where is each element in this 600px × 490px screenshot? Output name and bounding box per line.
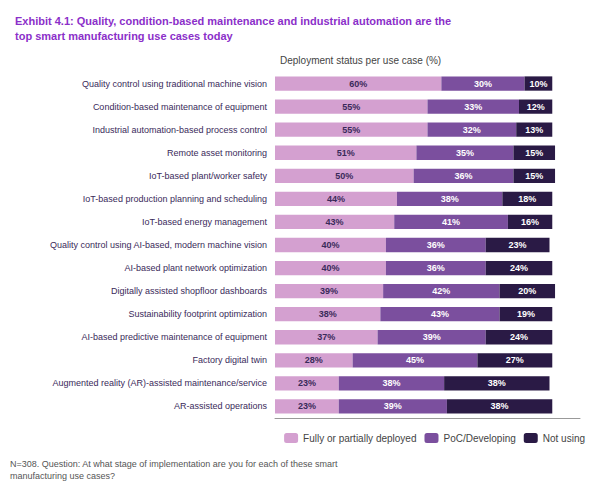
svg-text:24%: 24%	[510, 332, 528, 342]
svg-text:Quality control using traditio: Quality control using traditional machin…	[82, 79, 267, 89]
svg-text:Sustainability footprint optim: Sustainability footprint optimization	[128, 309, 267, 319]
svg-text:Fully or partially deployed: Fully or partially deployed	[303, 433, 416, 444]
svg-text:Industrial automation-based pr: Industrial automation-based process cont…	[92, 125, 267, 135]
svg-text:44%: 44%	[327, 194, 345, 204]
svg-text:23%: 23%	[298, 401, 316, 411]
svg-text:IoT-based production planning: IoT-based production planning and schedu…	[83, 194, 267, 204]
svg-text:AI-based plant network optimiz: AI-based plant network optimization	[124, 263, 267, 273]
svg-text:AI-based predictive maintenanc: AI-based predictive maintenance of equip…	[81, 332, 267, 342]
svg-text:Not using: Not using	[543, 433, 585, 444]
svg-text:38%: 38%	[319, 309, 337, 319]
svg-text:15%: 15%	[525, 171, 543, 181]
svg-text:Factory digital twin: Factory digital twin	[192, 355, 267, 365]
svg-text:13%: 13%	[525, 125, 543, 135]
svg-text:28%: 28%	[305, 355, 323, 365]
svg-text:36%: 36%	[427, 263, 445, 273]
svg-text:Digitally assisted shopfloor d: Digitally assisted shopfloor dashboards	[111, 286, 268, 296]
svg-text:39%: 39%	[423, 332, 441, 342]
svg-text:60%: 60%	[349, 79, 367, 89]
svg-text:23%: 23%	[298, 378, 316, 388]
svg-text:40%: 40%	[321, 263, 339, 273]
svg-text:42%: 42%	[432, 286, 450, 296]
svg-text:55%: 55%	[342, 102, 360, 112]
svg-text:Deployment status per use case: Deployment status per use case (%)	[280, 55, 441, 66]
svg-text:33%: 33%	[464, 102, 482, 112]
svg-text:51%: 51%	[337, 148, 355, 158]
svg-text:19%: 19%	[517, 309, 535, 319]
svg-text:43%: 43%	[326, 217, 344, 227]
svg-text:IoT-based energy management: IoT-based energy management	[142, 217, 268, 227]
svg-text:41%: 41%	[442, 217, 460, 227]
svg-text:38%: 38%	[488, 378, 506, 388]
svg-text:45%: 45%	[406, 355, 424, 365]
svg-text:38%: 38%	[441, 194, 459, 204]
svg-text:AR-assisted operations: AR-assisted operations	[174, 401, 268, 411]
svg-text:16%: 16%	[521, 217, 539, 227]
svg-text:36%: 36%	[427, 240, 445, 250]
svg-text:15%: 15%	[525, 148, 543, 158]
svg-text:38%: 38%	[491, 401, 509, 411]
svg-text:Remote asset monitoring: Remote asset monitoring	[167, 148, 267, 158]
svg-text:43%: 43%	[431, 309, 449, 319]
svg-text:12%: 12%	[527, 102, 545, 112]
svg-text:IoT-based plant/worker safety: IoT-based plant/worker safety	[149, 171, 268, 181]
svg-text:Condition-based maintenance of: Condition-based maintenance of equipment	[93, 102, 268, 112]
svg-text:32%: 32%	[463, 125, 481, 135]
svg-text:35%: 35%	[456, 148, 474, 158]
svg-text:Quality control using AI-based: Quality control using AI-based, modern m…	[50, 240, 267, 250]
svg-text:50%: 50%	[335, 171, 353, 181]
svg-text:18%: 18%	[518, 194, 536, 204]
svg-text:40%: 40%	[321, 240, 339, 250]
svg-text:10%: 10%	[529, 79, 547, 89]
svg-text:Exhibit 4.1: Quality, conditio: Exhibit 4.1: Quality, condition-based ma…	[15, 15, 451, 27]
svg-text:37%: 37%	[317, 332, 335, 342]
svg-text:manufacturing use cases?: manufacturing use cases?	[10, 471, 115, 481]
svg-text:N=308. Question: At what stage: N=308. Question: At what stage of implem…	[10, 459, 338, 469]
svg-text:Augmented reality (AR)-assiste: Augmented reality (AR)-assisted maintena…	[52, 378, 267, 388]
svg-text:39%: 39%	[384, 401, 402, 411]
svg-text:39%: 39%	[320, 286, 338, 296]
svg-text:20%: 20%	[518, 286, 536, 296]
svg-text:36%: 36%	[455, 171, 473, 181]
svg-text:38%: 38%	[382, 378, 400, 388]
svg-text:27%: 27%	[506, 355, 524, 365]
svg-text:top smart manufacturing use ca: top smart manufacturing use cases today	[15, 30, 233, 42]
svg-text:23%: 23%	[509, 240, 527, 250]
svg-text:PoC/Developing: PoC/Developing	[443, 433, 515, 444]
svg-text:55%: 55%	[342, 125, 360, 135]
svg-text:24%: 24%	[510, 263, 528, 273]
svg-text:30%: 30%	[474, 79, 492, 89]
